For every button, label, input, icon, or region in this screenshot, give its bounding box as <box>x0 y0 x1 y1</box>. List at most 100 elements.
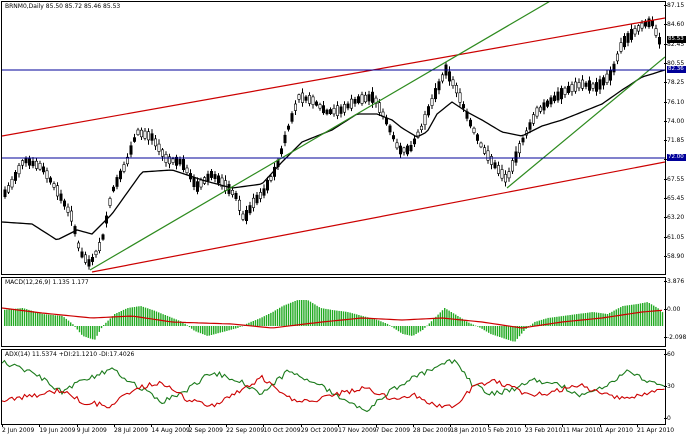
macd-histogram-bar <box>558 316 560 326</box>
macd-histogram-bar <box>406 326 408 335</box>
macd-histogram-bar <box>545 318 547 326</box>
macd-histogram-bar <box>120 311 122 326</box>
bearish-bar <box>468 119 472 127</box>
macd-histogram-bar <box>523 326 525 331</box>
macd-histogram-bar <box>336 310 338 326</box>
macd-histogram-bar <box>532 323 534 326</box>
macd-histogram-bar <box>318 307 320 326</box>
macd-histogram-bar <box>142 306 144 326</box>
macd-histogram-bar <box>516 326 518 339</box>
macd-histogram-bar <box>314 304 316 326</box>
macd-histogram-bar <box>435 316 437 326</box>
macd-histogram-bar <box>316 305 318 326</box>
bearish-bar <box>255 194 259 204</box>
price-axis-tick-label: 84.60 <box>664 21 687 28</box>
macd-histogram-bar <box>492 326 494 335</box>
macd-histogram-bar <box>345 311 347 326</box>
macd-histogram-bar <box>96 326 98 336</box>
adx-canvas[interactable] <box>2 350 665 424</box>
macd-histogram-bar <box>617 308 620 326</box>
price-chart-pane[interactable]: BRNM0,Daily 85.50 85.72 85.46 85.53 <box>1 1 666 275</box>
bullish-bar <box>496 165 500 174</box>
price-scale[interactable]: 87.15 84.60 82.45 80.55 78.25 76.10 74.00 71.85… <box>664 1 687 275</box>
macd-histogram-bar <box>155 311 158 326</box>
bearish-bar <box>587 80 591 91</box>
time-axis[interactable]: 2 Jun 2009 19 Jun 2009 9 Jul 2009 28 Jul 20… <box>1 425 674 440</box>
macd-histogram-bar <box>268 314 270 326</box>
macd-histogram-bar <box>481 326 483 329</box>
bullish-bar <box>269 176 273 181</box>
bullish-bar <box>640 22 644 29</box>
macd-histogram-bar <box>648 303 650 326</box>
moving-average-line <box>2 69 665 241</box>
bearish-bar <box>346 103 350 109</box>
time-axis-label: 22 Sep 2009 <box>226 425 265 434</box>
macd-histogram-bar <box>413 326 415 336</box>
macd-histogram-bar <box>477 326 479 327</box>
adx-pane[interactable]: ADX(14) 11.5374 +DI:21.1210 -DI:17.4026 <box>1 349 666 425</box>
macd-histogram-bar <box>237 326 239 328</box>
macd-histogram-bar <box>602 313 604 326</box>
macd-histogram-bar <box>41 313 43 326</box>
macd-histogram-bar <box>338 310 340 326</box>
macd-histogram-bar <box>468 322 470 326</box>
macd-histogram-bar <box>59 315 61 326</box>
macd-histogram-bar <box>637 303 639 326</box>
macd-histogram-bar <box>494 326 496 336</box>
price-axis-tick-label: 65.45 <box>664 195 687 202</box>
bullish-bar <box>489 156 493 165</box>
bullish-bar <box>374 97 378 104</box>
macd-histogram-bar <box>400 326 402 333</box>
macd-histogram-bar <box>254 320 257 326</box>
bullish-bar <box>591 83 595 89</box>
macd-scale[interactable]: 3.876 0.00 -2.098 <box>664 277 687 347</box>
bearish-bar <box>433 88 437 100</box>
ohlc-values: 85.50 85.72 85.46 85.53 <box>45 3 121 10</box>
macd-histogram-bar <box>507 326 510 340</box>
macd-canvas[interactable] <box>2 278 665 346</box>
macd-histogram-bar <box>149 309 151 326</box>
macd-histogram-bar <box>518 326 521 337</box>
bearish-bar <box>182 159 186 171</box>
macd-histogram-bar <box>94 326 96 340</box>
bearish-bar <box>283 134 287 144</box>
adx-scale[interactable]: 60 30 0 <box>664 349 687 425</box>
macd-histogram-bar <box>208 326 210 336</box>
macd-histogram-bar <box>30 310 32 326</box>
macd-histogram-bar <box>353 313 356 326</box>
macd-histogram-bar <box>45 314 48 326</box>
price-chart-canvas[interactable] <box>2 2 665 274</box>
bullish-bar <box>241 213 245 220</box>
bearish-bar <box>594 82 598 92</box>
macd-histogram-bar <box>199 326 202 334</box>
macd-histogram-bar <box>261 317 263 326</box>
price-axis-tick-label: 87.15 <box>664 2 687 9</box>
macd-pane[interactable]: MACD(12,26,9) 1.135 1.177 <box>1 277 666 347</box>
bearish-bar <box>210 171 214 178</box>
bearish-bar <box>339 106 343 114</box>
macd-histogram-bar <box>272 311 274 326</box>
bearish-bar <box>265 180 269 191</box>
macd-histogram-bar <box>17 308 19 326</box>
macd-histogram-bar <box>661 312 664 326</box>
macd-histogram-bar <box>512 326 514 342</box>
macd-histogram-bar <box>279 307 281 326</box>
bearish-bar <box>314 101 318 106</box>
macd-histogram-bar <box>534 321 536 326</box>
macd-histogram-bar <box>472 324 474 326</box>
bullish-bar <box>143 130 147 139</box>
bullish-bar <box>10 179 14 188</box>
macd-histogram-bar <box>281 306 283 326</box>
bearish-bar <box>245 210 249 222</box>
bullish-bar <box>136 129 140 135</box>
time-axis-label: 2 Jun 2009 <box>2 425 35 434</box>
macd-histogram-bar <box>470 323 472 326</box>
macd-histogram-bar <box>659 310 661 326</box>
macd-histogram-bar <box>554 317 556 326</box>
macd-histogram-bar <box>426 325 428 327</box>
macd-histogram-bar <box>613 310 615 326</box>
bearish-bar <box>27 158 31 166</box>
macd-histogram-bar <box>202 326 204 335</box>
bearish-bar <box>521 137 525 143</box>
macd-histogram-bar <box>23 308 26 326</box>
